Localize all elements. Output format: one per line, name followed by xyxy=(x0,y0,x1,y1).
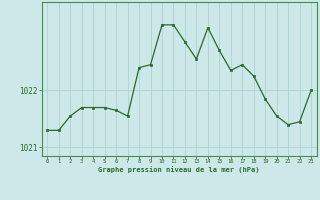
X-axis label: Graphe pression niveau de la mer (hPa): Graphe pression niveau de la mer (hPa) xyxy=(99,166,260,173)
